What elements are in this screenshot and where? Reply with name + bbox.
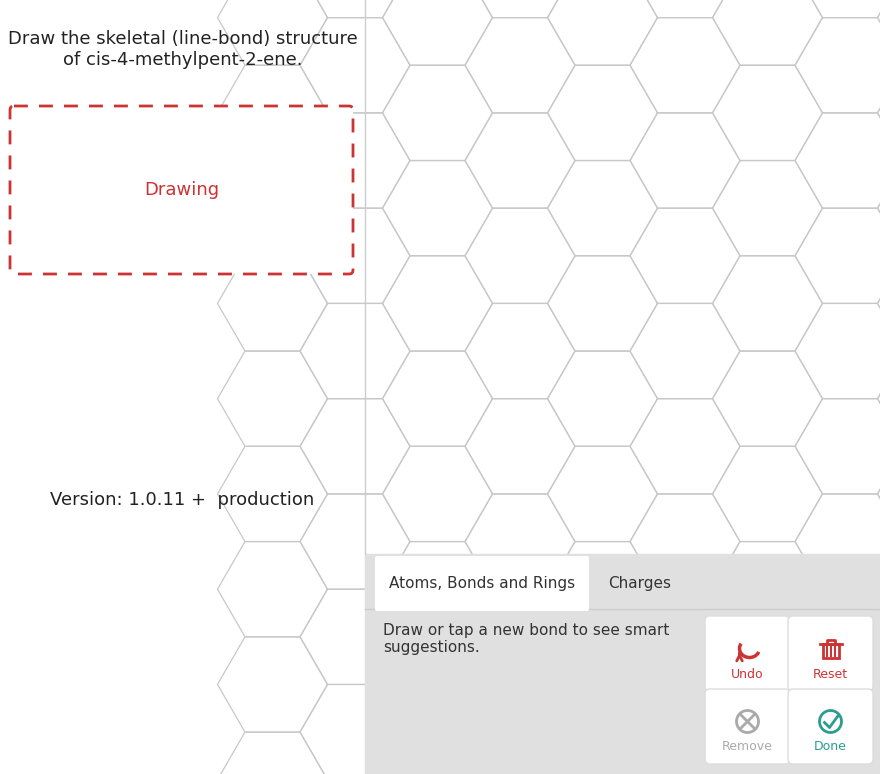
Text: Drawing: Drawing (144, 181, 219, 199)
FancyBboxPatch shape (788, 689, 873, 764)
Text: Undo: Undo (731, 667, 764, 680)
FancyBboxPatch shape (705, 689, 790, 764)
Text: Charges: Charges (608, 576, 671, 591)
Text: Done: Done (814, 741, 847, 754)
Bar (0, 0, 365, 774)
Bar (365, 554, 880, 774)
Text: Draw the skeletal (line-bond) structure
of cis-4-methylpent-2-ene.: Draw the skeletal (line-bond) structure … (8, 30, 357, 69)
Text: Atoms, Bonds and Rings: Atoms, Bonds and Rings (389, 576, 575, 591)
Text: Version: 1.0.11 +  production: Version: 1.0.11 + production (50, 491, 315, 509)
FancyBboxPatch shape (788, 616, 873, 691)
FancyBboxPatch shape (705, 616, 790, 691)
Bar (823, 643, 839, 657)
Text: Draw or tap a new bond to see smart
suggestions.: Draw or tap a new bond to see smart sugg… (383, 623, 670, 656)
Text: Reset: Reset (813, 667, 848, 680)
Text: Remove: Remove (722, 741, 773, 754)
FancyBboxPatch shape (10, 106, 353, 274)
FancyBboxPatch shape (375, 556, 589, 611)
